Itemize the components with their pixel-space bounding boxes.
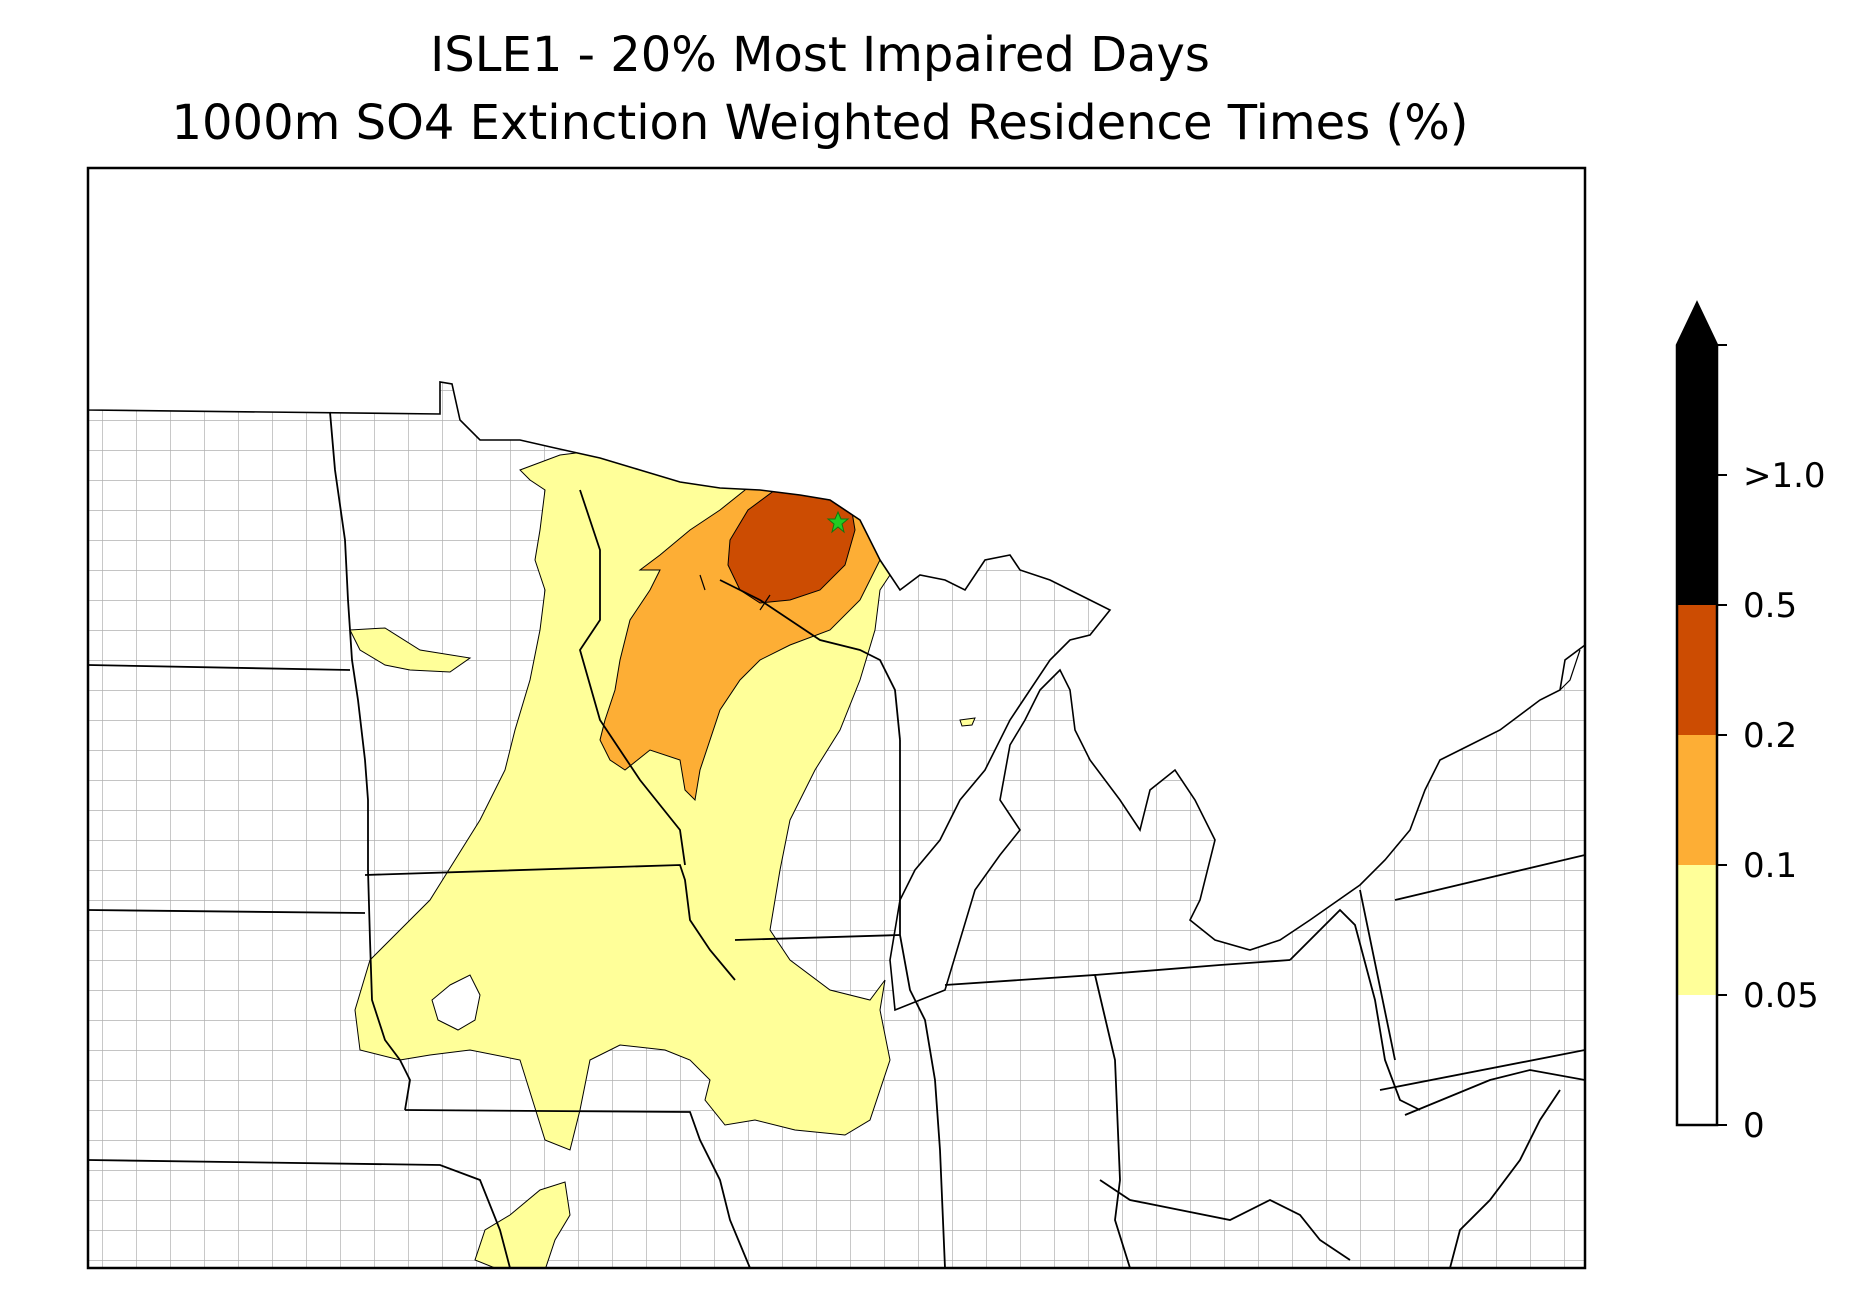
coastlines xyxy=(699,574,1581,691)
colorbar-tick-label: 0.1 xyxy=(1743,846,1797,886)
map-subtitle: 1000m SO4 Extinction Weighted Residence … xyxy=(171,95,1469,151)
colorbar-segment-over xyxy=(1677,345,1717,475)
colorbar-segment xyxy=(1677,865,1717,995)
colorbar-tick-label: 0 xyxy=(1743,1106,1765,1146)
colorbar-tick-label: 0.5 xyxy=(1743,586,1797,626)
canada-region xyxy=(88,168,1585,1012)
colorbar-tick-label: >1.0 xyxy=(1743,456,1826,496)
state-boundaries xyxy=(88,411,1585,1268)
map-frame xyxy=(86,166,1587,1270)
colorbar-segment xyxy=(1677,605,1717,735)
colorbar-extend-arrow xyxy=(1677,303,1717,345)
colorbar-segment xyxy=(1677,735,1717,865)
colorbar-outline xyxy=(1675,300,1719,1127)
colorbar-segment xyxy=(1677,475,1717,605)
site-star-icon xyxy=(826,510,850,534)
map-title: ISLE1 - 20% Most Impaired Days xyxy=(430,27,1210,83)
colorbar-tick-label: 0.2 xyxy=(1743,716,1797,756)
colorbar-tick-label: 0.05 xyxy=(1743,976,1819,1016)
colorbar-segment xyxy=(1677,995,1717,1125)
